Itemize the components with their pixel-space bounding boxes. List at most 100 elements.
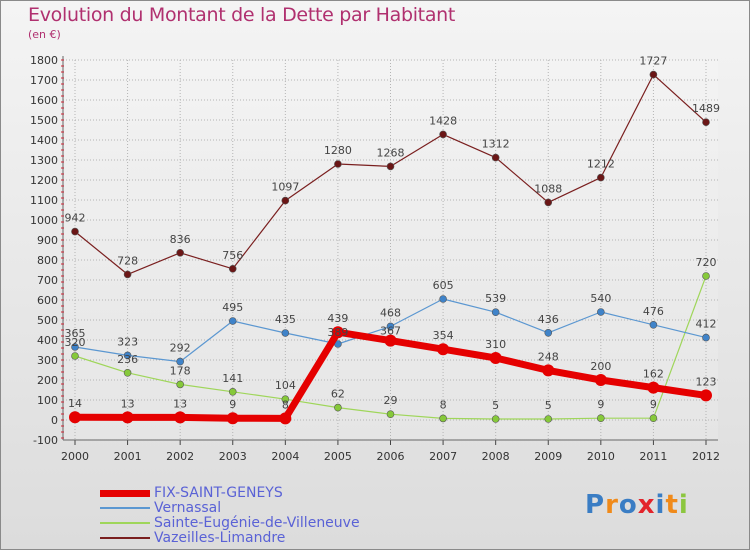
y-tick-label: 200: [37, 374, 58, 387]
data-point: [334, 160, 342, 168]
data-label: 14: [68, 397, 82, 410]
data-label: 605: [433, 279, 454, 292]
data-point: [279, 412, 292, 425]
x-tick-label: 2009: [534, 450, 562, 463]
x-tick-label: 2012: [692, 450, 720, 463]
data-point: [649, 414, 658, 423]
y-tick-label: 0: [51, 414, 58, 427]
data-label: 9: [597, 398, 604, 411]
data-point: [384, 334, 397, 347]
data-point: [439, 414, 447, 423]
data-label: 1212: [587, 158, 615, 171]
y-tick-label: 1500: [30, 114, 58, 127]
data-label: 8: [440, 398, 447, 411]
data-label: 310: [485, 338, 506, 351]
data-label: 141: [222, 372, 243, 385]
data-point: [386, 322, 395, 331]
data-point: [176, 249, 184, 257]
data-point: [491, 415, 500, 423]
data-label: 412: [696, 318, 717, 331]
y-tick-label: 600: [37, 294, 58, 307]
data-label: 476: [643, 305, 664, 318]
data-point: [544, 415, 553, 423]
y-tick-label: 1300: [30, 154, 58, 167]
data-point: [176, 380, 184, 389]
data-label: 8: [282, 398, 289, 411]
x-tick-label: 2007: [429, 450, 457, 463]
legend-label: Sainte-Eugénie-de-Villeneuve: [154, 515, 360, 531]
legend-swatch: [100, 537, 150, 539]
data-label: 123: [696, 375, 717, 388]
data-point: [281, 395, 290, 404]
data-point: [649, 70, 658, 79]
data-point: [544, 328, 553, 337]
data-point: [702, 118, 710, 126]
data-point: [386, 410, 395, 419]
logo-letter: t: [665, 490, 679, 520]
x-tick-label: 2008: [482, 450, 510, 463]
y-tick-label: 100: [37, 394, 58, 407]
data-label: 728: [117, 254, 138, 267]
logo-letter: i: [655, 490, 666, 520]
y-tick-label: 1200: [30, 174, 58, 187]
data-label: 323: [117, 335, 138, 348]
data-label: 248: [538, 350, 559, 363]
x-tick-label: 2000: [61, 450, 89, 463]
data-label: 436: [538, 313, 559, 326]
data-label: 1088: [534, 182, 562, 195]
logo-letter: i: [678, 490, 689, 520]
data-point: [439, 130, 447, 139]
data-point: [437, 343, 450, 356]
data-point: [649, 320, 658, 329]
y-tick-label: 1400: [30, 134, 58, 147]
data-label: 720: [696, 256, 717, 269]
data-point: [69, 411, 81, 424]
data-point: [123, 270, 132, 279]
data-label: 367: [380, 325, 401, 338]
legend-swatch: [100, 522, 150, 524]
data-point: [176, 357, 184, 366]
data-label: 236: [117, 353, 138, 366]
data-point: [331, 326, 344, 339]
x-tick-label: 2006: [377, 450, 405, 463]
data-label: 5: [545, 399, 552, 412]
y-tick-label: 400: [37, 334, 58, 347]
data-point: [597, 173, 605, 182]
x-tick-label: 2010: [587, 450, 615, 463]
data-point: [542, 364, 555, 377]
data-point: [174, 411, 187, 424]
data-point: [228, 264, 237, 273]
y-tick-label: 1700: [30, 74, 58, 87]
data-label: 9: [650, 398, 657, 411]
y-tick-label: 1800: [30, 54, 58, 67]
data-point: [123, 351, 132, 360]
logo-letter: x: [637, 490, 656, 520]
logo-letter: r: [605, 490, 619, 520]
data-point: [226, 412, 239, 425]
data-point: [71, 352, 79, 360]
data-point: [702, 272, 710, 280]
data-label: 200: [590, 360, 611, 373]
data-label: 389: [327, 326, 348, 339]
x-tick-label: 2005: [324, 450, 352, 463]
data-point: [228, 387, 237, 396]
data-label: 62: [331, 388, 345, 401]
chart-series: [69, 70, 712, 425]
y-tick-label: 800: [37, 254, 58, 267]
y-tick-label: 1100: [30, 194, 58, 207]
x-tick-label: 2011: [639, 450, 667, 463]
legend-label: Vazeilles-Limandre: [154, 530, 286, 546]
data-point: [123, 368, 132, 377]
data-label: 292: [170, 342, 191, 355]
data-label: 1097: [271, 181, 299, 194]
x-tick-label: 2004: [271, 450, 299, 463]
proxiti-logo: Proxiti: [585, 490, 689, 520]
legend-swatch: [100, 507, 150, 509]
data-point: [71, 227, 79, 236]
data-label: 13: [173, 397, 187, 410]
data-point: [594, 374, 607, 386]
data-label: 1428: [429, 114, 457, 127]
data-point: [439, 295, 447, 303]
data-point: [491, 153, 500, 162]
